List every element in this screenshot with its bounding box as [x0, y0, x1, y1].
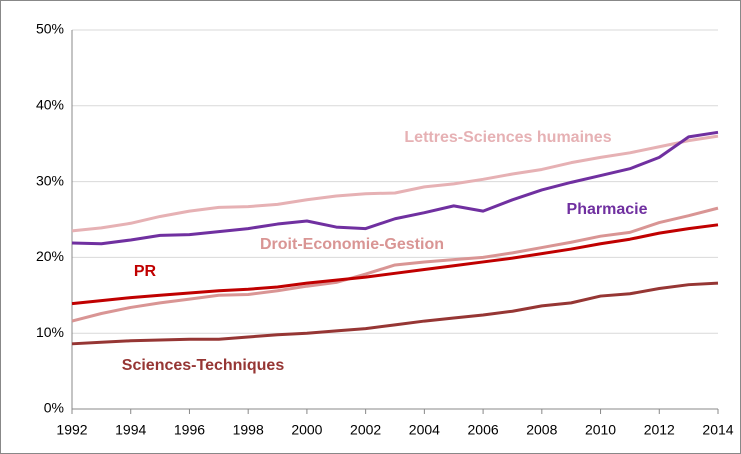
y-tick-label: 50%: [36, 21, 64, 37]
series-label: Sciences-Techniques: [122, 357, 285, 374]
x-tick-label: 1998: [233, 422, 264, 438]
x-tick-label: 2006: [468, 422, 499, 438]
series-label: Pharmacie: [567, 201, 648, 218]
x-tick-label: 2010: [585, 422, 616, 438]
x-tick-label: 2002: [350, 422, 381, 438]
x-tick-label: 2014: [702, 422, 733, 438]
y-tick-label: 30%: [36, 172, 64, 188]
series-label: Lettres-Sciences humaines: [404, 129, 611, 146]
series-label: Droit-Economie-Gestion: [260, 236, 444, 253]
x-tick-label: 2012: [644, 422, 675, 438]
series-line: [71, 134, 719, 233]
x-tick-label: 1992: [56, 422, 87, 438]
y-tick-label: 0%: [44, 400, 64, 416]
series-line: [71, 281, 719, 346]
series-label: PR: [134, 263, 157, 280]
x-tick-label: 1994: [115, 422, 146, 438]
x-tick-label: 2008: [526, 422, 557, 438]
series-line: [71, 206, 719, 323]
x-tick-label: 1996: [174, 422, 205, 438]
series-line: [71, 223, 719, 306]
x-tick-label: 2000: [291, 422, 322, 438]
series-line: [71, 130, 719, 246]
y-tick-label: 40%: [36, 97, 64, 113]
y-tick-label: 20%: [36, 248, 64, 264]
y-tick-label: 10%: [36, 324, 64, 340]
x-tick-label: 2004: [409, 422, 440, 438]
